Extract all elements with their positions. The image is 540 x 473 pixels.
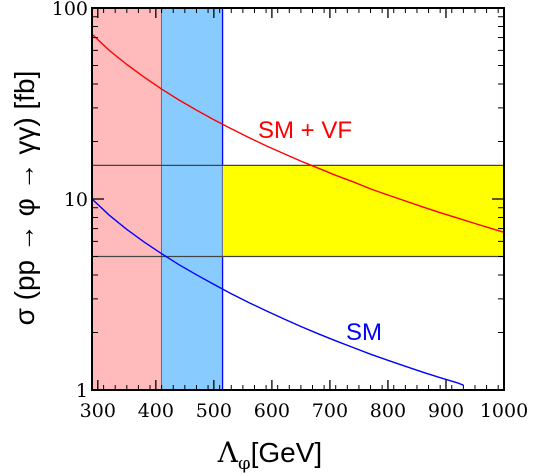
x-tick-label-7: 1000 xyxy=(480,400,528,422)
band-1 xyxy=(161,8,223,390)
y-axis-title: σ (pp → φ → γγ) [fb] xyxy=(9,71,40,326)
series-line-1 xyxy=(91,198,464,386)
y-tick-label-2: 100 xyxy=(52,0,88,20)
series-layer xyxy=(91,33,505,386)
x-axis-symbol: Λ xyxy=(217,436,239,469)
band-2 xyxy=(222,165,504,257)
y-tick-label-0: 1 xyxy=(76,380,88,402)
hlines-layer xyxy=(92,164,504,258)
x-tick-label-0: 300 xyxy=(80,400,116,422)
x-axis-unit: [GeV] xyxy=(251,437,323,468)
x-tick-label-1: 400 xyxy=(138,400,174,422)
x-axis-subscript: φ xyxy=(238,453,251,473)
series-label-sm-vf: SM + VF xyxy=(258,117,352,144)
x-tick-label-3: 600 xyxy=(254,400,290,422)
bands-layer xyxy=(92,8,504,390)
x-tick-label-6: 900 xyxy=(428,400,464,422)
x-tick-label-2: 500 xyxy=(196,400,232,422)
series-line-0 xyxy=(91,33,505,233)
x-tick-label-4: 700 xyxy=(312,400,348,422)
ticks-layer xyxy=(91,7,505,391)
x-axis-title: Λφ[GeV] xyxy=(217,436,322,473)
series-label-sm: SM xyxy=(346,319,382,346)
x-tick-label-5: 800 xyxy=(370,400,406,422)
tick-labels-layer: 300 400 500 600 700 800 900 1000 1 10 100 xyxy=(52,0,528,422)
y-tick-label-1: 10 xyxy=(64,189,88,211)
